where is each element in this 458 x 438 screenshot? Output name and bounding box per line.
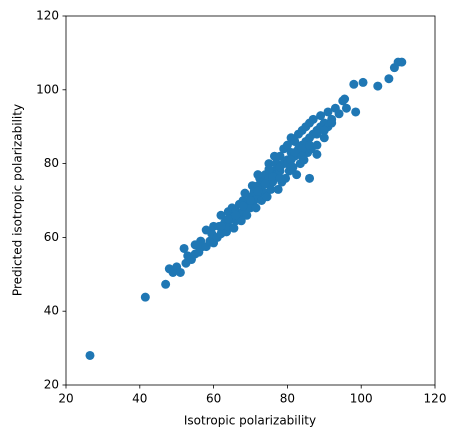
point: [351, 107, 361, 117]
point: [242, 210, 252, 220]
point: [216, 221, 226, 231]
point: [349, 79, 359, 89]
x-tick-label: 120: [424, 392, 447, 406]
point: [286, 155, 296, 165]
point: [216, 210, 226, 220]
point: [297, 151, 307, 161]
point: [297, 144, 307, 154]
point: [316, 111, 326, 121]
point: [290, 148, 300, 158]
y-axis-label: Predicted isotropic polarizability: [11, 104, 25, 296]
point: [341, 103, 351, 113]
point: [266, 184, 276, 194]
point: [312, 140, 322, 150]
y-tick-label: 60: [44, 230, 59, 244]
point: [229, 223, 239, 233]
point: [251, 203, 261, 213]
point: [231, 210, 241, 220]
point: [253, 186, 263, 196]
point: [85, 350, 95, 360]
point: [312, 129, 322, 139]
y-tick-label: 120: [36, 9, 59, 23]
point: [323, 107, 333, 117]
x-tick-label: 100: [350, 392, 373, 406]
point: [175, 267, 185, 277]
point: [340, 94, 350, 104]
point: [264, 164, 274, 174]
point: [260, 179, 270, 189]
point: [161, 279, 171, 289]
point: [308, 114, 318, 124]
point: [179, 243, 189, 253]
x-axis-label: Isotropic polarizability: [184, 414, 316, 428]
point: [290, 136, 300, 146]
point: [253, 170, 263, 180]
point: [282, 140, 292, 150]
point: [334, 109, 344, 119]
y-tick-label: 100: [36, 82, 59, 96]
point: [397, 57, 407, 67]
point: [273, 184, 283, 194]
x-tick-label: 60: [206, 392, 221, 406]
point: [238, 201, 248, 211]
point: [262, 192, 272, 202]
point: [327, 118, 337, 128]
point: [319, 125, 329, 135]
point: [223, 214, 233, 224]
point: [292, 170, 302, 180]
plot-frame: [65, 15, 436, 386]
x-tick-label: 40: [132, 392, 147, 406]
point: [384, 74, 394, 84]
x-tick-label: 80: [280, 392, 295, 406]
point: [275, 173, 285, 183]
point: [275, 162, 285, 172]
point: [373, 81, 383, 91]
y-tick-label: 80: [44, 156, 59, 170]
point: [275, 151, 285, 161]
point: [236, 216, 246, 226]
point: [246, 196, 255, 205]
point: [305, 133, 315, 143]
point: [140, 292, 150, 302]
point: [305, 173, 315, 183]
y-tick-label: 20: [44, 378, 59, 392]
x-tick-label: 20: [58, 392, 73, 406]
point: [268, 172, 278, 182]
point: [305, 140, 315, 150]
y-tick-label: 40: [44, 304, 59, 318]
point: [312, 149, 322, 159]
point: [358, 77, 368, 87]
point: [319, 133, 329, 143]
